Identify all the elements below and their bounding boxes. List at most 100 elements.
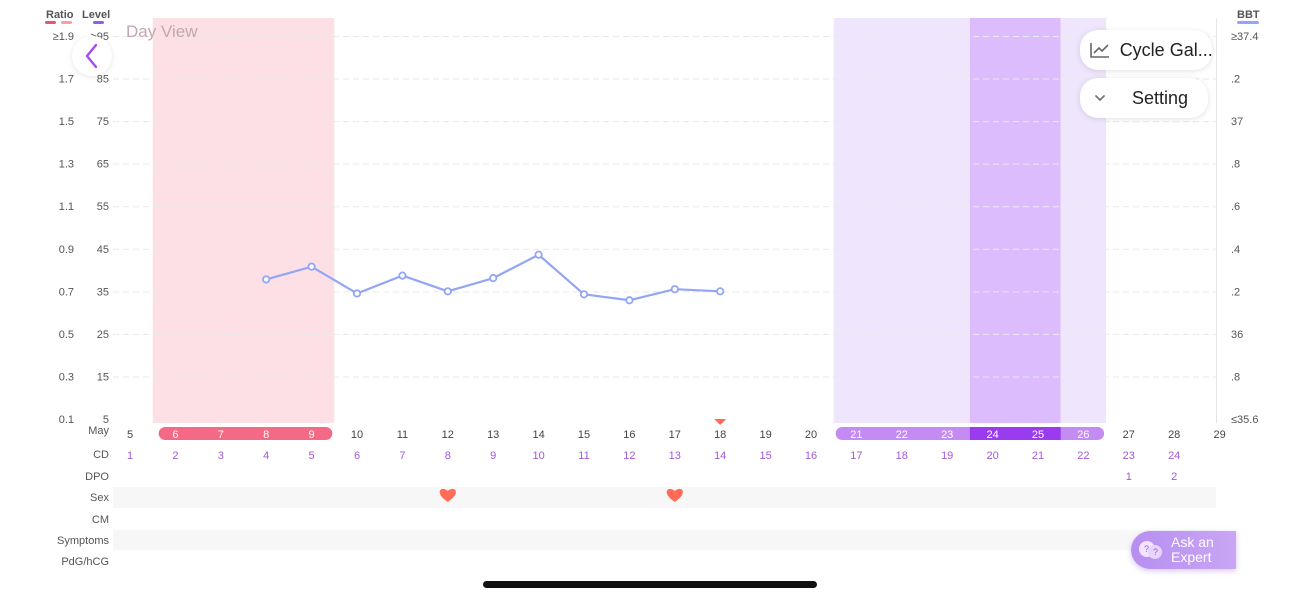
- sex-row-label: Sex: [90, 492, 109, 504]
- ask-expert-button[interactable]: ?? Ask an Expert: [1131, 531, 1236, 569]
- date-tick: 26: [1077, 429, 1089, 441]
- cycle-gallery-label: Cycle Gal...: [1119, 39, 1212, 60]
- level-point: [262, 275, 271, 284]
- cd-value: 6: [354, 450, 360, 462]
- date-tick: 6: [172, 429, 178, 441]
- fertile-band: [833, 18, 970, 423]
- cd-value: 16: [805, 450, 817, 462]
- axis-legend: Ratio Level BBT: [45, 9, 1260, 24]
- level-tick: 55: [97, 201, 109, 213]
- cd-value: 4: [263, 450, 269, 462]
- date-tick: 8: [263, 429, 269, 441]
- bbt-tick: .2: [1231, 74, 1240, 86]
- cd-value: 11: [578, 450, 589, 462]
- day-view-label: Day View: [126, 22, 198, 41]
- date-tick: 5: [127, 429, 133, 441]
- ratio-tick: 1.1: [59, 201, 74, 213]
- bbt-legend-swatch: [1237, 21, 1259, 24]
- date-tick: 16: [623, 429, 635, 441]
- chevron-down-icon: [1080, 93, 1120, 103]
- y-axis-ticks: ≥1.9>95≥37.41.785.21.575371.365.81.155.6…: [53, 31, 1259, 426]
- bbt-tick: 37: [1231, 116, 1243, 128]
- date-tick: 9: [309, 429, 315, 441]
- cd-value: 14: [714, 450, 726, 462]
- cd-value: 22: [1077, 450, 1089, 462]
- bbt-tick: ≤35.6: [1231, 414, 1258, 426]
- date-axis: 5 6 7 8 9 10 11 12 13 14 15 16 17 18 19 20 21 22 23 24 25 26 2…: [127, 419, 1226, 441]
- date-tick: 20: [805, 429, 817, 441]
- setting-label: Setting: [1132, 87, 1189, 108]
- bbt-axis-title: BBT: [1237, 9, 1260, 21]
- level-tick: 65: [97, 159, 109, 171]
- date-tick: 17: [669, 429, 681, 441]
- back-button[interactable]: [72, 36, 112, 76]
- symptoms-row-label: Symptoms: [57, 535, 109, 547]
- level-axis-title: Level: [82, 9, 110, 21]
- level-series: [262, 250, 725, 305]
- level-point: [489, 274, 498, 283]
- ratio-axis-title: Ratio: [46, 9, 74, 21]
- level-point: [716, 287, 725, 296]
- date-tick: 21: [850, 429, 862, 441]
- level-point: [534, 250, 543, 259]
- date-tick: 18: [714, 429, 726, 441]
- ask-expert-line1: Ask an: [1171, 534, 1214, 550]
- level-tick: 25: [97, 329, 109, 341]
- dpo-value: 2: [1171, 471, 1177, 483]
- svg-text:?: ?: [1144, 544, 1149, 554]
- date-tick: 14: [532, 429, 544, 441]
- cd-value: 17: [850, 450, 862, 462]
- cd-value: 1: [127, 450, 133, 462]
- level-tick: 85: [97, 74, 109, 86]
- ratio-tick: 1.5: [59, 116, 74, 128]
- cd-value: 9: [490, 450, 496, 462]
- peak-chip: [969, 427, 1061, 440]
- date-tick: 15: [578, 429, 590, 441]
- home-indicator[interactable]: [483, 581, 817, 588]
- level-point: [352, 289, 362, 298]
- cd-value: 20: [986, 450, 998, 462]
- ask-expert-line2: Expert: [1171, 549, 1212, 565]
- symptoms-row-bg: [113, 530, 1216, 550]
- dpo-value: 1: [1126, 471, 1132, 483]
- level-point: [443, 287, 452, 296]
- cd-value: 7: [399, 450, 405, 462]
- bbt-tick: .2: [1231, 286, 1240, 298]
- ratio-tick: 0.5: [59, 329, 74, 341]
- cycle-gallery-button[interactable]: Cycle Gal...: [1080, 30, 1212, 70]
- date-tick: 12: [442, 429, 454, 441]
- cm-row-label: CM: [92, 514, 109, 526]
- ratio-legend-swatch: [45, 21, 56, 24]
- cd-value: 3: [218, 450, 224, 462]
- bbt-tick: .6: [1231, 201, 1240, 213]
- date-tick: 13: [487, 429, 499, 441]
- level-point: [670, 285, 679, 294]
- ratio-tick: 0.1: [59, 414, 74, 426]
- date-tick: 22: [896, 429, 908, 441]
- cd-value: 13: [669, 450, 681, 462]
- level-tick: 75: [97, 116, 109, 128]
- bbt-tick: .8: [1231, 371, 1240, 383]
- level-legend-swatch: [93, 21, 104, 24]
- heart-icon: [439, 488, 456, 502]
- cd-value: 10: [532, 450, 544, 462]
- level-point: [307, 262, 316, 271]
- ratio-tick: 0.7: [59, 286, 74, 298]
- setting-button[interactable]: Setting: [1080, 78, 1208, 118]
- cd-value: 5: [309, 450, 315, 462]
- cd-value: 23: [1123, 450, 1135, 462]
- ratio-tick: 0.3: [59, 371, 74, 383]
- ratio-tick: 1.3: [59, 159, 74, 171]
- bbt-tick: 36: [1231, 329, 1243, 341]
- date-tick: 25: [1032, 429, 1044, 441]
- ratio-tick: 0.9: [59, 244, 74, 256]
- line-chart-icon: [1080, 41, 1120, 59]
- cd-value: 2: [172, 450, 178, 462]
- cd-value: 19: [941, 450, 953, 462]
- date-tick: 10: [351, 429, 363, 441]
- date-tick: 7: [218, 429, 224, 441]
- today-marker-icon: [714, 419, 727, 425]
- bbt-tick: .8: [1231, 159, 1240, 171]
- level-tick: 5: [103, 414, 109, 426]
